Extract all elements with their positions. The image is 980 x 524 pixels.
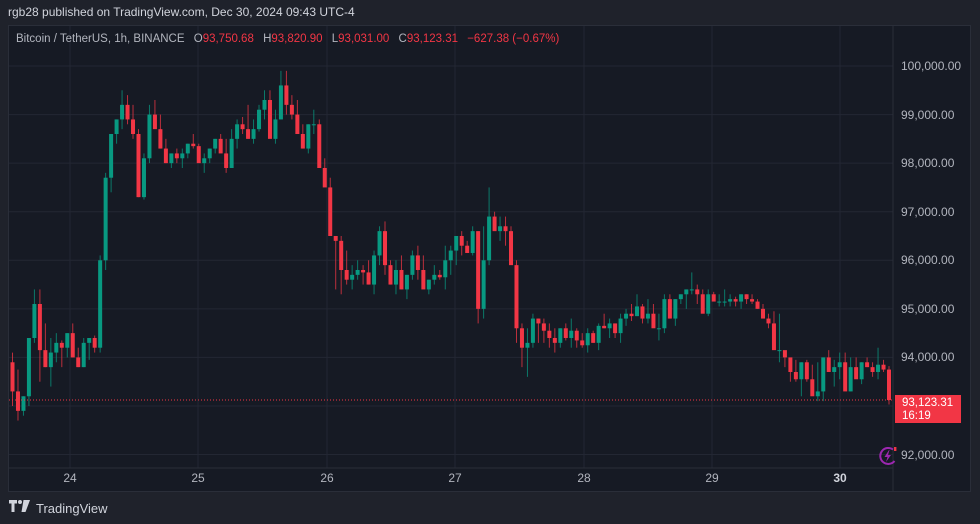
close-value: 93,123.31 (406, 33, 459, 45)
time-tick-label: 26 (320, 471, 334, 485)
time-tick-label: 29 (705, 471, 719, 485)
time-tick-label: 30 (833, 471, 847, 485)
price-tick-label: 92,000.00 (901, 447, 955, 462)
time-tick-label: 27 (448, 471, 462, 485)
low-value: 93,031.00 (338, 33, 390, 45)
change-value: −627.38 (−0.67%) (467, 33, 560, 45)
price-tick-label: 98,000.00 (901, 156, 955, 171)
high-value: 93,820.90 (271, 33, 323, 45)
price-tick-label: 95,000.00 (901, 301, 955, 316)
alert-bolt-icon[interactable] (877, 445, 899, 472)
bar-countdown: 16:19 (902, 410, 931, 422)
price-tick-label: 97,000.00 (901, 204, 955, 219)
time-tick-label: 28 (577, 471, 591, 485)
ohlc-legend: Bitcoin / TetherUS, 1h, BINANCE O93,750.… (16, 33, 559, 45)
open-label: O (193, 33, 203, 45)
publisher-line: rgb28 published on TradingView.com, Dec … (8, 5, 355, 19)
time-tick-label: 24 (63, 471, 77, 485)
price-tick-label: 100,000.00 (901, 59, 962, 73)
tradingview-logo-icon[interactable] (9, 500, 31, 516)
price-tick-label: 99,000.00 (901, 107, 955, 122)
tradingview-brand[interactable]: TradingView (36, 500, 108, 516)
time-tick-label: 25 (191, 471, 205, 485)
close-label: C (398, 33, 407, 45)
symbol-title[interactable]: Bitcoin / TetherUS, 1h, BINANCE (16, 33, 185, 45)
price-tick-label: 94,000.00 (901, 350, 955, 365)
high-label: H (263, 33, 272, 45)
last-price-value: 93,123.31 (902, 397, 954, 409)
last-price-tag: 93,123.31 16:19 (895, 395, 961, 423)
footer: TradingView (9, 500, 108, 516)
open-value: 93,750.68 (202, 33, 254, 45)
low-label: L (331, 33, 339, 45)
price-tick-label: 96,000.00 (901, 253, 955, 268)
